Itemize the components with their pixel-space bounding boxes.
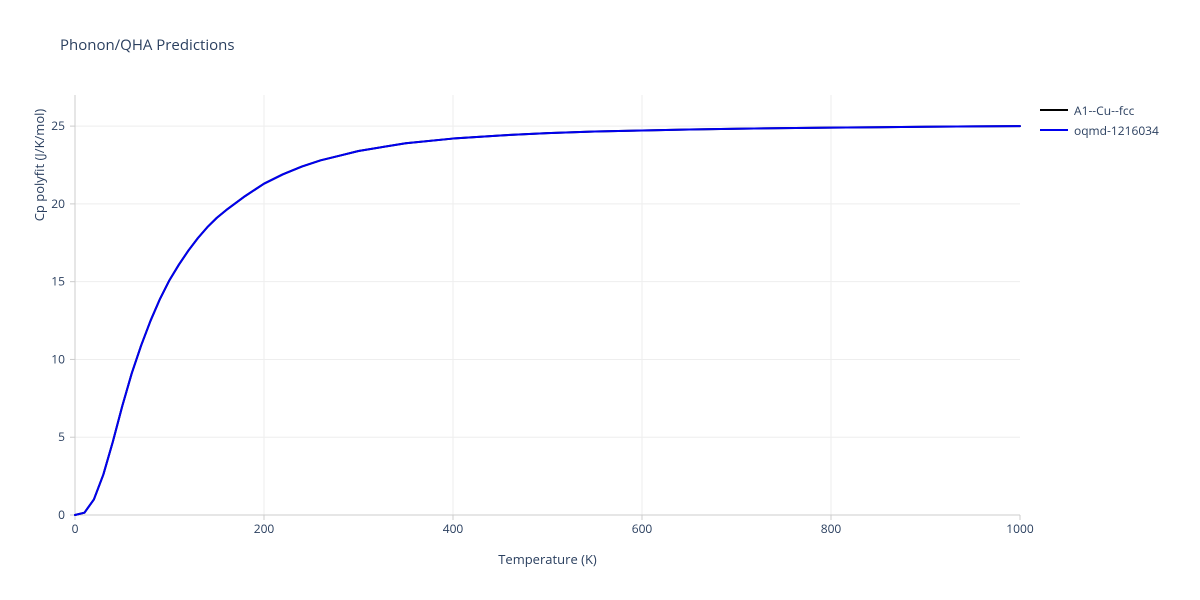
x-tick-label: 800 [821, 520, 842, 537]
legend-label: A1--Cu--fcc [1074, 102, 1134, 119]
y-axis-label: Cp polyfit (J/K/mol) [30, 0, 48, 375]
legend[interactable]: A1--Cu--fcc oqmd-1216034 [1040, 100, 1159, 140]
chart-title: Phonon/QHA Predictions [60, 35, 235, 55]
y-tick-label: 25 [51, 117, 65, 134]
y-tick-label: 5 [58, 428, 65, 445]
y-tick-label: 0 [58, 506, 65, 523]
legend-swatch [1040, 109, 1068, 111]
x-tick-label: 400 [443, 520, 464, 537]
series-line[interactable] [75, 126, 1020, 515]
x-axis-label: Temperature (K) [75, 550, 1020, 568]
x-tick-label: 1000 [1006, 520, 1034, 537]
chart-svg: 020040060080010000510152025 [75, 95, 1020, 515]
y-tick-label: 20 [51, 195, 65, 212]
x-tick-label: 0 [72, 520, 79, 537]
series-line[interactable] [75, 126, 1020, 515]
y-tick-label: 15 [51, 273, 65, 290]
plot-area[interactable]: 020040060080010000510152025 [75, 95, 1020, 515]
legend-item[interactable]: oqmd-1216034 [1040, 120, 1159, 140]
x-tick-label: 200 [254, 520, 275, 537]
legend-item[interactable]: A1--Cu--fcc [1040, 100, 1159, 120]
chart-container: { "chart": { "type": "line", "title": "P… [0, 0, 1200, 600]
legend-label: oqmd-1216034 [1074, 122, 1159, 139]
legend-swatch [1040, 129, 1068, 131]
x-tick-label: 600 [632, 520, 653, 537]
y-tick-label: 10 [51, 350, 65, 367]
